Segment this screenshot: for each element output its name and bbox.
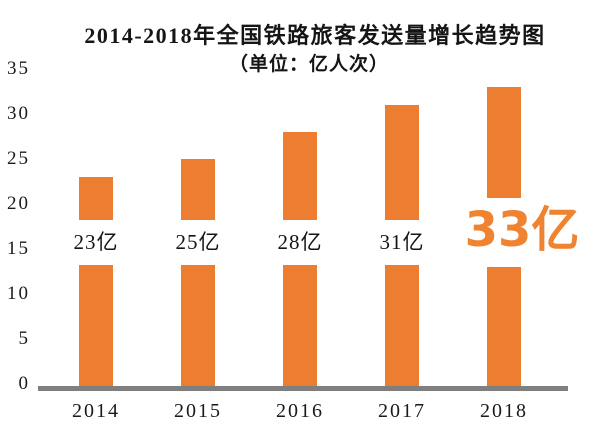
y-tick-label: 0 [18, 373, 30, 394]
y-tick-label: 35 [7, 58, 30, 79]
bar-lower-segment [181, 265, 215, 386]
y-tick-label: 30 [7, 103, 30, 124]
bar-lower-segment [385, 265, 419, 386]
y-tick-label: 5 [18, 328, 30, 349]
y-tick-label: 20 [7, 193, 30, 214]
x-tick-label: 2017 [378, 400, 426, 422]
x-tick-label: 2016 [276, 400, 324, 422]
bar-upper-segment [487, 87, 521, 198]
bar-value-label-highlight: 33亿 [464, 202, 580, 258]
bar-upper-segment [79, 177, 113, 220]
x-tick-label: 2014 [72, 400, 120, 422]
bar-upper-segment [181, 159, 215, 220]
x-axis-line [38, 386, 568, 391]
y-tick-label: 25 [7, 148, 30, 169]
bar-lower-segment [487, 267, 521, 386]
x-tick-label: 2015 [174, 400, 222, 422]
chart-subtitle: （单位：亿人次） [228, 54, 389, 75]
bar-value-label: 23亿 [73, 230, 119, 254]
bar-upper-segment [385, 105, 419, 220]
y-tick-label: 15 [7, 238, 30, 259]
bar-value-label: 28亿 [277, 230, 323, 254]
bar-value-label: 31亿 [379, 230, 425, 254]
bar-value-label: 25亿 [175, 230, 221, 254]
y-tick-label: 10 [7, 283, 30, 304]
chart-title: 2014-2018年全国铁路旅客发送量增长趋势图 [84, 23, 546, 48]
bar-upper-segment [283, 132, 317, 220]
bar-lower-segment [283, 265, 317, 386]
bar-lower-segment [79, 265, 113, 386]
x-tick-label: 2018 [480, 400, 528, 422]
